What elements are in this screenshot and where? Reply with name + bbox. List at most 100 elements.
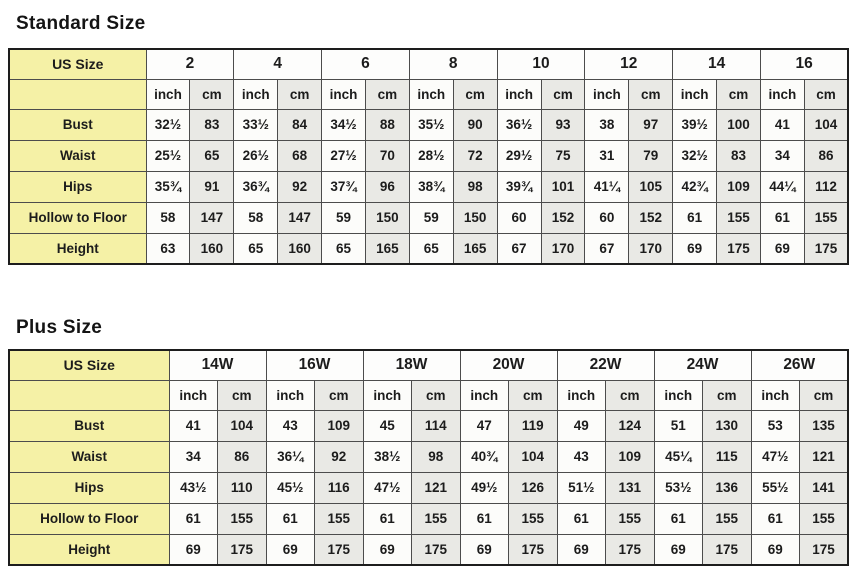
measurement-cell: 110: [217, 471, 267, 504]
unit-header-cm: cm: [540, 78, 586, 110]
measurement-cell: 37¾: [321, 170, 366, 203]
measurement-cell: 67: [496, 232, 542, 265]
measurement-cell: 47½: [362, 471, 412, 504]
measurement-cell: 175: [799, 533, 849, 566]
measurement-cell: 61: [459, 502, 509, 535]
size-header-row: US Size 2 4 6 8 10 12 14 16: [8, 48, 849, 80]
measurement-cell: 61: [556, 502, 606, 535]
row-label: Height: [8, 232, 147, 265]
measurement-cell: 65: [233, 232, 279, 265]
measurement-cell: 61: [672, 201, 718, 234]
measurement-cell: 72: [452, 139, 498, 172]
measurement-cell: 175: [716, 232, 761, 265]
measurement-cell: 104: [508, 440, 558, 473]
measurement-cell: 83: [189, 108, 235, 141]
measurement-cell: 155: [803, 201, 849, 234]
measurement-cell: 109: [314, 409, 364, 442]
measurement-cell: 49: [556, 409, 606, 442]
measurement-cell: 40¾: [459, 440, 509, 473]
table-row: Hips 43½ 110 45½ 116 47½ 121 49½ 126 51½ 131 53½ 136…: [8, 471, 849, 504]
measurement-cell: 79: [628, 139, 674, 172]
measurement-cell: 121: [411, 471, 461, 504]
size-column-header: 16W: [265, 349, 364, 381]
size-column-header: 10: [496, 48, 586, 80]
measurement-cell: 44¼: [759, 170, 805, 203]
unit-header-cm: cm: [411, 379, 461, 411]
measurement-cell: 155: [605, 502, 655, 535]
measurement-cell: 69: [168, 533, 218, 566]
measurement-cell: 130: [702, 409, 752, 442]
measurement-cell: 65: [189, 139, 235, 172]
measurement-cell: 61: [750, 502, 800, 535]
row-label: Hollow to Floor: [8, 502, 170, 535]
measurement-cell: 119: [508, 409, 558, 442]
size-column-header: 8: [408, 48, 498, 80]
measurement-cell: 69: [362, 533, 412, 566]
measurement-cell: 45: [362, 409, 412, 442]
measurement-cell: 165: [452, 232, 498, 265]
row-label: Waist: [8, 139, 147, 172]
unit-header-inch: inch: [672, 78, 718, 110]
measurement-cell: 175: [411, 533, 461, 566]
size-column-header: 12: [584, 48, 674, 80]
measurement-cell: 86: [803, 139, 849, 172]
measurement-cell: 98: [411, 440, 461, 473]
size-column-header: 14W: [168, 349, 267, 381]
unit-header-inch: inch: [496, 78, 542, 110]
measurement-cell: 32½: [145, 108, 191, 141]
size-table: US Size 2 4 6 8 10 12 14 16 inch cm inch cm inch cm inc…: [8, 48, 850, 265]
measurement-cell: 69: [750, 533, 800, 566]
unit-header-row: inch cm inch cm inch cm inch cm inch cm inch cm inch…: [8, 78, 849, 110]
measurement-cell: 92: [277, 170, 323, 203]
measurement-cell: 43: [265, 409, 315, 442]
measurement-cell: 101: [540, 170, 586, 203]
measurement-cell: 90: [452, 108, 498, 141]
measurement-cell: 36½: [496, 108, 542, 141]
unit-header-inch: inch: [362, 379, 412, 411]
size-column-header: 6: [321, 48, 410, 80]
measurement-cell: 84: [277, 108, 323, 141]
standard-size-table: US Size 2 4 6 8 10 12 14 16 inch cm inch cm inch cm inc…: [8, 48, 850, 265]
measurement-cell: 155: [799, 502, 849, 535]
measurement-cell: 175: [508, 533, 558, 566]
us-size-corner-cell: US Size: [8, 48, 147, 80]
measurement-cell: 104: [217, 409, 267, 442]
unit-header-cm: cm: [277, 78, 323, 110]
row-label: Height: [8, 533, 170, 566]
unit-header-cm: cm: [314, 379, 364, 411]
measurement-cell: 69: [653, 533, 703, 566]
measurement-cell: 36¾: [233, 170, 279, 203]
measurement-cell: 61: [653, 502, 703, 535]
measurement-cell: 68: [277, 139, 323, 172]
measurement-cell: 53½: [653, 471, 703, 504]
measurement-cell: 69: [459, 533, 509, 566]
measurement-cell: 31: [584, 139, 630, 172]
measurement-cell: 43: [556, 440, 606, 473]
measurement-cell: 39½: [672, 108, 718, 141]
measurement-cell: 42¾: [672, 170, 718, 203]
measurement-cell: 116: [314, 471, 364, 504]
measurement-cell: 165: [364, 232, 410, 265]
table-row: Hips 35¾ 91 36¾ 92 37¾ 96 38¾ 98 39¾ 101 41¼ 105 42¾ 1…: [8, 170, 849, 203]
measurement-cell: 58: [233, 201, 279, 234]
measurement-cell: 26½: [233, 139, 279, 172]
table-row: Waist 25½ 65 26½ 68 27½ 70 28½ 72 29½ 75 31 79 32½ 83 3…: [8, 139, 849, 172]
table-row: Hollow to Floor 61 155 61 155 61 155 61 155 61 155…: [8, 502, 849, 535]
measurement-cell: 34½: [321, 108, 366, 141]
standard-size-title: Standard Size: [16, 13, 146, 34]
measurement-cell: 98: [452, 170, 498, 203]
size-column-header: 16: [759, 48, 849, 80]
unit-header-cm: cm: [189, 78, 235, 110]
size-column-header: 22W: [556, 349, 655, 381]
measurement-cell: 69: [672, 232, 718, 265]
measurement-cell: 27½: [321, 139, 366, 172]
measurement-cell: 69: [556, 533, 606, 566]
unit-header-cm: cm: [605, 379, 655, 411]
table-row: Height 63 160 65 160 65 165 65 165 67 170 67 170 69 17…: [8, 232, 849, 265]
measurement-cell: 150: [364, 201, 410, 234]
unit-header-cm: cm: [508, 379, 558, 411]
measurement-cell: 141: [799, 471, 849, 504]
measurement-cell: 70: [364, 139, 410, 172]
row-label: Waist: [8, 440, 170, 473]
